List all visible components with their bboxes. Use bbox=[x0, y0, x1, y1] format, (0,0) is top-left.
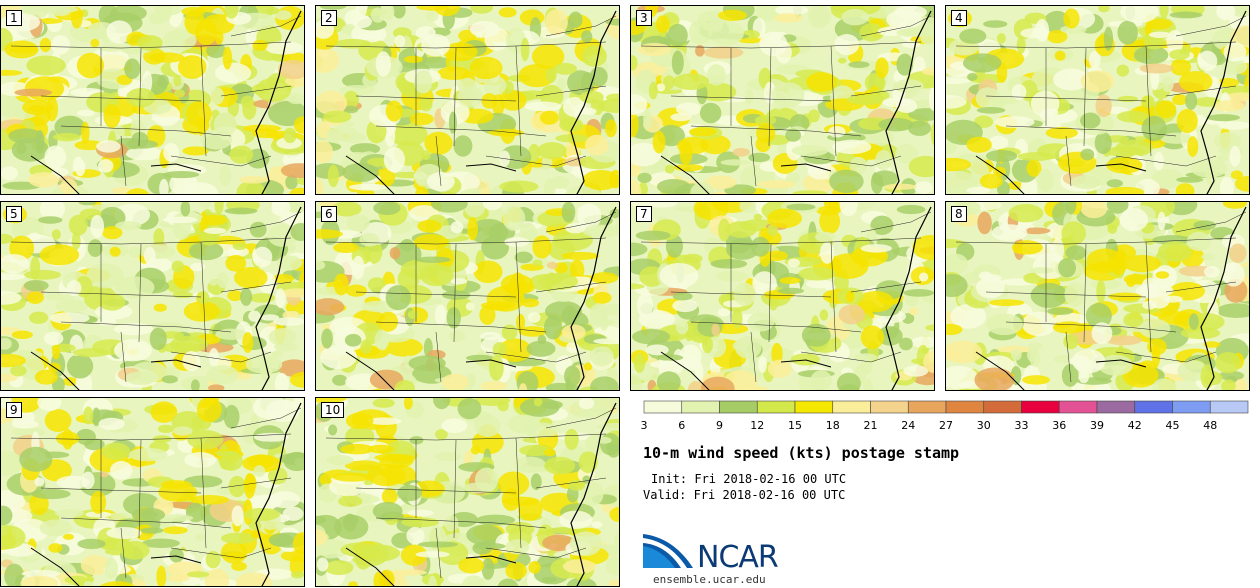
panel-number-label: 3 bbox=[636, 10, 652, 26]
map-panel-2: 2 bbox=[315, 5, 620, 195]
colorbar-swatch bbox=[1021, 400, 1060, 414]
colorbar-tick-label: 15 bbox=[788, 419, 802, 432]
colorbar-tick-label: 12 bbox=[750, 419, 765, 432]
colorbar-swatch bbox=[907, 400, 947, 414]
colorbar-swatch bbox=[983, 400, 1022, 414]
colorbar-tick-label: 18 bbox=[825, 419, 840, 432]
wind-speed-map bbox=[1, 6, 304, 194]
wind-speed-map bbox=[946, 202, 1249, 390]
map-panel-3: 3 bbox=[630, 5, 935, 195]
colorbar-tick-label: 27 bbox=[939, 419, 953, 432]
colorbar-swatch bbox=[756, 400, 796, 414]
wind-speed-map bbox=[946, 6, 1249, 194]
map-panel-1: 1 bbox=[0, 5, 305, 195]
site-url: ensemble.ucar.edu bbox=[653, 573, 766, 586]
panel-number-label: 8 bbox=[951, 206, 967, 222]
wind-speed-map bbox=[1, 398, 304, 586]
colorbar-tick-labels: 3 6 9 12 15 18 21 24 27 30 33 36 39 42 45 48 bbox=[640, 419, 1260, 433]
colorbar-swatch bbox=[1209, 400, 1249, 414]
colorbar-swatch bbox=[681, 400, 720, 414]
panel-number-label: 9 bbox=[6, 402, 22, 418]
colorbar-tick-label: 30 bbox=[976, 419, 991, 432]
colorbar-swatch bbox=[643, 400, 683, 414]
colorbar-swatch bbox=[1134, 400, 1173, 414]
panel-number-label: 7 bbox=[636, 206, 652, 222]
colorbar-tick-label: 36 bbox=[1052, 419, 1067, 432]
colorbar-swatch bbox=[1058, 400, 1098, 414]
colorbar-tick-label: 42 bbox=[1127, 419, 1142, 432]
colorbar bbox=[643, 400, 1249, 414]
colorbar-tick-label: 24 bbox=[901, 419, 916, 432]
wind-speed-map bbox=[631, 202, 934, 390]
panel-number-label: 2 bbox=[321, 10, 337, 26]
wind-speed-map bbox=[1, 202, 304, 390]
ncar-logo-icon bbox=[643, 534, 693, 568]
colorbar-swatch bbox=[719, 400, 758, 414]
panel-number-label: 5 bbox=[6, 206, 22, 222]
map-panel-5: 5 bbox=[0, 201, 305, 391]
colorbar-swatch bbox=[945, 400, 985, 414]
colorbar-swatch bbox=[794, 400, 834, 414]
map-panel-4: 4 bbox=[945, 5, 1250, 195]
panel-number-label: 4 bbox=[951, 10, 967, 26]
colorbar-tick-label: 21 bbox=[863, 419, 878, 432]
colorbar-swatch bbox=[1172, 400, 1211, 414]
colorbar-swatch bbox=[1096, 400, 1136, 414]
colorbar-tick-label: 48 bbox=[1203, 419, 1218, 432]
colorbar-tick-label: 9 bbox=[716, 419, 723, 432]
colorbar-swatch bbox=[870, 400, 909, 414]
wind-speed-map bbox=[316, 398, 619, 586]
colorbar-tick-label: 45 bbox=[1165, 419, 1180, 432]
figure-title: 10-m wind speed (kts) postage stamp bbox=[643, 444, 960, 462]
map-panel-7: 7 bbox=[630, 201, 935, 391]
colorbar-tick-label: 6 bbox=[678, 419, 686, 432]
map-panel-9: 9 bbox=[0, 397, 305, 587]
ncar-logo-text: NCAR bbox=[697, 540, 779, 575]
map-panel-10: 10 bbox=[315, 397, 620, 587]
map-panel-6: 6 bbox=[315, 201, 620, 391]
colorbar-tick-label: 39 bbox=[1090, 419, 1104, 432]
valid-time: Valid: Fri 2018-02-16 00 UTC bbox=[643, 488, 846, 502]
colorbar-tick-label: 33 bbox=[1014, 419, 1029, 432]
map-panel-8: 8 bbox=[945, 201, 1250, 391]
panel-number-label: 6 bbox=[321, 206, 337, 222]
colorbar-swatch bbox=[832, 400, 871, 414]
panel-number-label: 1 bbox=[6, 10, 22, 26]
wind-speed-map bbox=[316, 202, 619, 390]
panel-number-label: 10 bbox=[321, 402, 345, 418]
wind-speed-map bbox=[631, 6, 934, 194]
colorbar-tick-label: 3 bbox=[640, 419, 648, 432]
wind-speed-map bbox=[316, 6, 619, 194]
init-time: Init: Fri 2018-02-16 00 UTC bbox=[651, 472, 847, 486]
